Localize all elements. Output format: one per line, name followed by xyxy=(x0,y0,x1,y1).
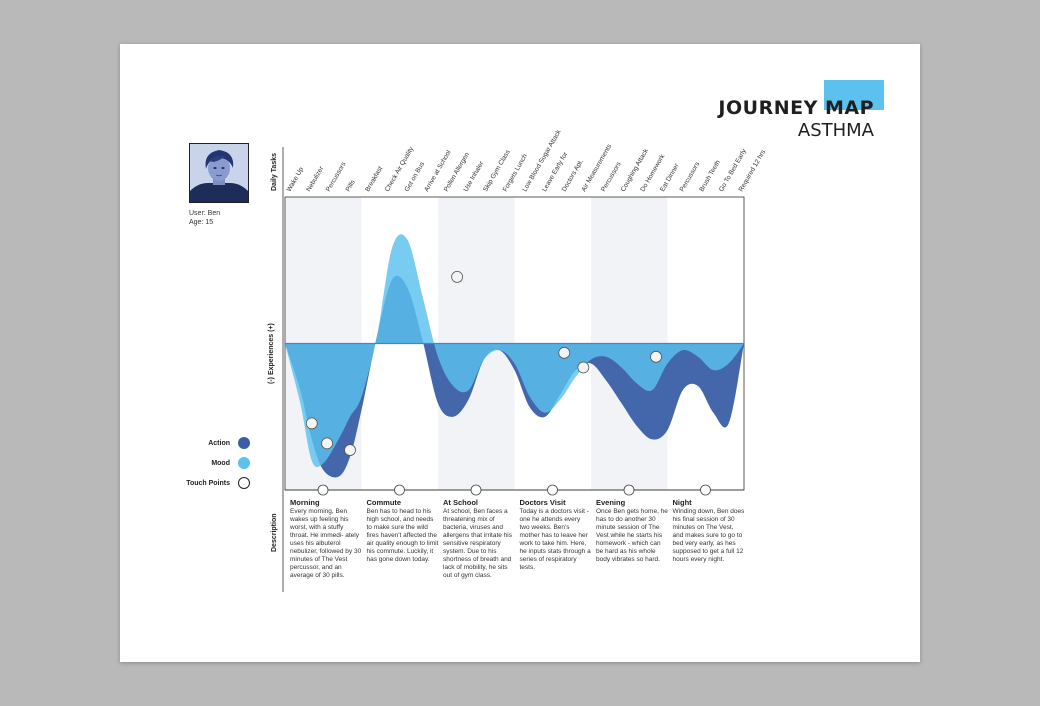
task-label: Nebulizer xyxy=(305,165,325,193)
legend-label-mood: Mood xyxy=(211,459,230,467)
legend-item-touch-points: Touch Points xyxy=(186,476,250,490)
phase-text: Winding down, Ben does his final session… xyxy=(672,508,745,563)
legend-item-mood: Mood xyxy=(211,456,250,470)
page-subtitle: ASTHMA xyxy=(797,120,874,141)
page-title: JOURNEY MAP xyxy=(718,97,874,119)
phase-title: At School xyxy=(443,498,478,507)
phase-marker xyxy=(470,484,482,496)
touch-point xyxy=(558,346,571,359)
touch-point xyxy=(321,437,333,450)
title-block: JOURNEY MAP ASTHMA xyxy=(120,44,920,144)
action-swatch-icon xyxy=(238,437,250,449)
phase-title: Morning xyxy=(290,498,320,507)
phase-description: Morning Every morning, Ben wakes up feeli… xyxy=(290,499,362,580)
journey-map-page: JOURNEY MAP ASTHMA User: Ben Age: 15 Dai… xyxy=(120,44,920,662)
phase-marker xyxy=(700,484,711,496)
touch-point-swatch-icon xyxy=(238,477,250,489)
phase-marker xyxy=(317,484,329,496)
phase-text: Every morning, Ben wakes up feeling his … xyxy=(290,508,362,579)
phase-title: Evening xyxy=(596,498,626,507)
series-area-mood xyxy=(285,234,744,468)
touch-point xyxy=(650,350,662,363)
teen-boy-photo-icon xyxy=(190,144,248,202)
task-label: Pills xyxy=(345,178,357,193)
user-info: User: Ben Age: 15 xyxy=(189,209,220,227)
phase-text: Ben has to head to his high school, and … xyxy=(366,508,439,563)
phase-title: Doctors Visit xyxy=(519,498,566,507)
mood-swatch-icon xyxy=(238,457,250,469)
task-label: Wake Up xyxy=(286,166,306,193)
phase-description: Doctors Visit Today is a doctors visit - … xyxy=(520,499,592,572)
phase-text: Once Ben gets home, he has to do another… xyxy=(596,508,668,563)
legend-label-action: Action xyxy=(208,439,230,447)
legend-label-touch-points: Touch Points xyxy=(186,479,230,487)
touch-point xyxy=(451,271,464,283)
touch-point xyxy=(577,361,590,374)
user-name: User: Ben xyxy=(189,210,221,217)
task-label: Breakfast xyxy=(364,165,384,193)
phase-description: Commute Ben has to head to his high schoo… xyxy=(367,499,439,564)
phase-description: Evening Once Ben gets home, he has to do … xyxy=(596,499,668,564)
phase-text: Today is a doctors visit - one he attend… xyxy=(519,508,591,571)
task-label: Eat Dinner xyxy=(659,162,681,193)
phase-marker xyxy=(623,484,635,496)
user-age: Age: 15 xyxy=(189,219,214,226)
phase-text: At school, Ben faces a threatening mix o… xyxy=(443,508,513,579)
touch-point xyxy=(305,417,318,430)
phase-marker xyxy=(547,484,558,496)
phase-title: Night xyxy=(672,498,692,507)
phase-description: Night Winding down, Ben does his final se… xyxy=(673,499,745,564)
legend-item-action: Action xyxy=(208,436,250,450)
touch-point xyxy=(344,444,356,456)
phase-title: Commute xyxy=(366,498,402,507)
user-avatar xyxy=(189,143,249,203)
phase-description: At School At school, Ben faces a threaten… xyxy=(443,499,515,580)
title-accent-box xyxy=(824,80,884,110)
phase-marker xyxy=(394,484,405,496)
